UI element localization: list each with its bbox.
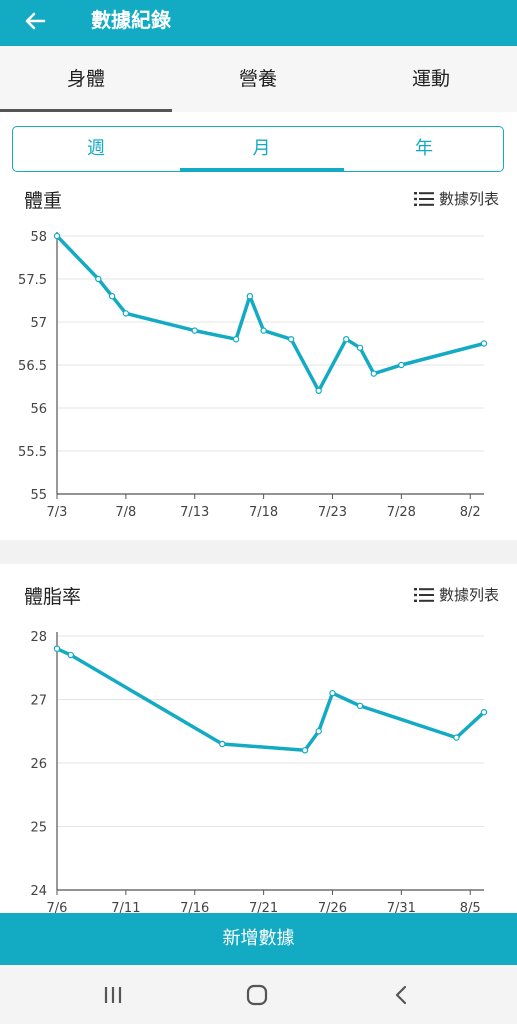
active-period-indicator (180, 168, 344, 171)
list-link-label: 數據列表 (438, 586, 499, 604)
x-tick-label: 8/5 (460, 901, 481, 913)
body-fat-chart: 28 27 26 25 247/6 7/11 7/16 7/21 7/26 7/31 8/5 (30, 630, 488, 913)
back-icon[interactable] (389, 982, 415, 1008)
data-point (122, 310, 130, 317)
data-point (108, 292, 116, 300)
x-tick-label: 8/2 (460, 505, 481, 520)
y-tick-label: 56 (30, 402, 47, 417)
back-arrow-icon (25, 12, 46, 30)
app-bar: 數據紀錄 (0, 0, 517, 46)
category-tabs: 身體 營養 運動 (0, 46, 517, 112)
data-point (398, 361, 405, 369)
data-point (260, 327, 267, 334)
data-point (53, 232, 61, 240)
y-tick-label: 57 (30, 316, 47, 331)
data-point (287, 335, 295, 343)
data-point (191, 327, 198, 334)
x-tick-label: 7/26 (318, 901, 347, 913)
data-point (315, 728, 322, 735)
body-fat-title: 體脂率 (24, 586, 82, 608)
data-point (53, 645, 61, 652)
x-tick-label: 7/6 (47, 901, 68, 913)
tab-exercise[interactable]: 運動 (411, 68, 450, 90)
x-tick-label: 7/3 (47, 505, 68, 520)
data-point (329, 689, 336, 697)
y-tick-label: 27 (30, 694, 47, 709)
data-point (356, 702, 364, 710)
list-link-label: 數據列表 (438, 190, 499, 208)
weight-chart: 58 57.5 57 56.5 56 55.5 557/3 7/8 7/13 7/18 7/23 7/… (18, 230, 488, 520)
x-tick-label: 7/23 (318, 505, 347, 520)
period-month[interactable]: 月 (252, 138, 271, 159)
page-title: 數據紀錄 (91, 8, 171, 32)
recent-apps-icon[interactable] (100, 982, 126, 1008)
add-data-button[interactable]: 新增數據 (0, 913, 517, 965)
data-point (356, 344, 364, 352)
period-selector: 週 月 年 (12, 126, 504, 172)
y-tick-label: 56.5 (18, 359, 47, 374)
data-point (343, 335, 350, 343)
period-week[interactable]: 週 (87, 138, 105, 159)
data-point (95, 275, 102, 283)
section-divider (0, 540, 517, 564)
data-point (232, 335, 240, 343)
active-tab-indicator (0, 109, 172, 112)
series-line (55, 234, 485, 393)
period-year[interactable]: 年 (415, 138, 433, 159)
y-tick-label: 24 (30, 884, 47, 899)
back-button[interactable] (20, 5, 52, 37)
data-point (301, 747, 309, 754)
weight-title: 體重 (24, 190, 63, 212)
data-point (480, 708, 488, 716)
y-tick-label: 55 (30, 488, 47, 503)
y-tick-label: 25 (30, 821, 47, 836)
home-icon[interactable] (244, 982, 270, 1008)
x-tick-label: 7/13 (180, 505, 209, 520)
x-tick-label: 7/28 (387, 505, 416, 520)
x-tick-label: 7/8 (115, 505, 136, 520)
y-tick-label: 58 (30, 230, 47, 245)
data-point (67, 651, 74, 659)
tab-body[interactable]: 身體 (66, 68, 105, 90)
y-tick-label: 26 (30, 757, 47, 772)
weight-card: 體重 數據列表 58 57.5 57 56.5 56 55.5 55 7/3 7/8 7/13 7/… (0, 176, 517, 540)
x-tick-label: 7/16 (180, 901, 209, 913)
x-tick-label: 7/21 (249, 901, 278, 913)
y-tick-label: 57.5 (18, 273, 47, 288)
tab-nutrition[interactable]: 營養 (238, 68, 277, 90)
x-tick-label: 7/18 (249, 505, 278, 520)
system-nav-bar (0, 965, 517, 1024)
data-point (219, 740, 226, 748)
y-tick-label: 55.5 (18, 445, 47, 460)
body-fat-list-link[interactable]: 數據列表 (413, 584, 499, 605)
data-point (453, 734, 460, 741)
data-point (480, 340, 488, 347)
list-icon (413, 191, 434, 206)
data-point (246, 292, 254, 300)
list-icon (413, 587, 434, 602)
data-point (370, 370, 378, 377)
data-point (315, 387, 322, 394)
y-tick-label: 28 (30, 630, 47, 645)
body-fat-card: 體脂率 數據列表 28 27 26 25 24 7/6 7/11 7/16 7/21 7/26 7/… (0, 564, 517, 913)
x-tick-label: 7/11 (111, 901, 140, 913)
weight-list-link[interactable]: 數據列表 (413, 188, 499, 209)
x-tick-label: 7/31 (387, 901, 416, 913)
